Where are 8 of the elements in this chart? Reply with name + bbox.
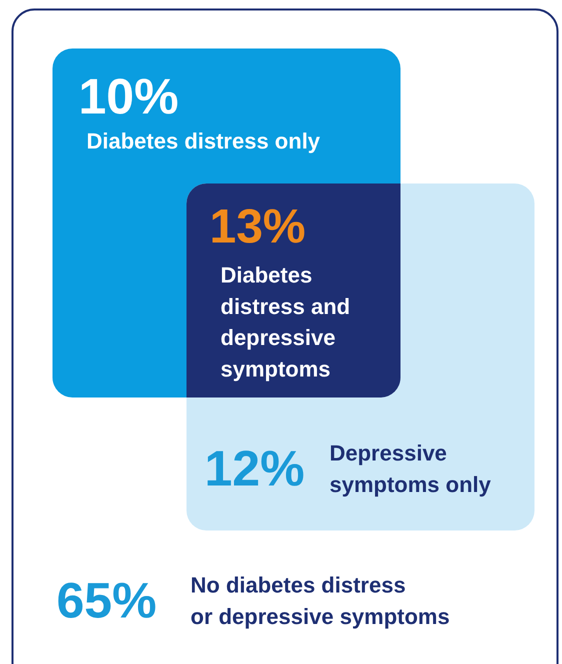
data-label: 13% [210, 200, 306, 254]
category-label: Diabetes distress and depressive symptoms [220, 262, 350, 382]
category-label: Depressive symptoms only [330, 440, 492, 497]
category-label: No diabetes distress or depressive symptoms [190, 572, 450, 629]
category-label: Diabetes distress only [86, 128, 321, 154]
data-label: 65% [56, 572, 157, 628]
data-label: 10% [78, 68, 179, 124]
data-label: 12% [204, 440, 305, 496]
